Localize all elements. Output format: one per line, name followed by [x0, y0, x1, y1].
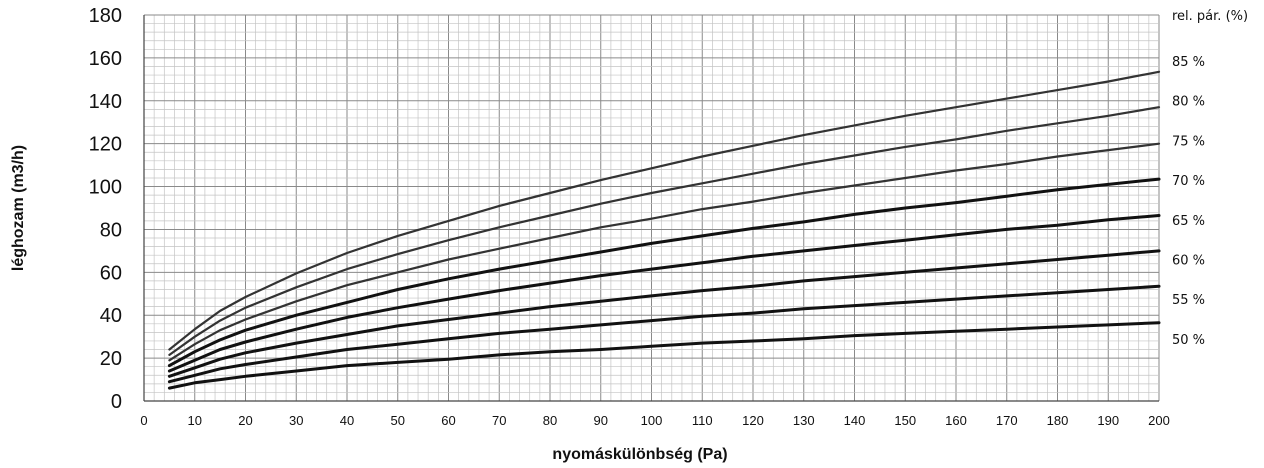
y-tick-label: 40: [100, 305, 122, 327]
series-line: [168, 142, 1161, 362]
chart-grid: [143, 14, 1160, 402]
y-tick-labels: 0 20 40 60 80 100 120 140 160 180: [89, 5, 122, 413]
series-line: [167, 214, 1161, 373]
x-tick-label: 100: [641, 413, 663, 428]
x-tick-label: 150: [894, 413, 916, 428]
series-line: [168, 70, 1161, 351]
x-tick-label: 60: [441, 413, 455, 428]
y-tick-label: 0: [111, 391, 122, 413]
series-line: [167, 177, 1161, 368]
series-label: 70 %: [1172, 174, 1205, 189]
x-tick-label: 130: [793, 413, 815, 428]
series-label: 50 %: [1172, 333, 1205, 348]
series-label: 85 %: [1172, 55, 1205, 70]
x-tick-label: 120: [742, 413, 764, 428]
series-lines: [167, 70, 1161, 390]
x-tick-label: 110: [692, 413, 713, 428]
x-tick-label: 180: [1047, 413, 1069, 428]
y-tick-label: 140: [89, 91, 122, 113]
y-tick-label: 180: [89, 5, 122, 27]
y-tick-label: 120: [89, 134, 122, 156]
series-label: 80 %: [1172, 95, 1205, 110]
x-tick-label: 190: [1097, 413, 1119, 428]
x-tick-label: 40: [340, 413, 354, 428]
x-tick-label: 90: [594, 413, 608, 428]
x-tick-label: 50: [391, 413, 405, 428]
y-tick-label: 20: [100, 348, 122, 370]
y-tick-label: 60: [100, 262, 122, 284]
x-tick-label: 140: [844, 413, 866, 428]
x-tick-label: 20: [238, 413, 252, 428]
x-axis-title: nyomáskülönbség (Pa): [552, 446, 727, 463]
y-axis-title: léghozam (m3/h): [10, 145, 27, 271]
x-tick-label: 30: [289, 413, 303, 428]
series-line: [167, 321, 1161, 390]
series-line: [168, 106, 1161, 356]
y-tick-label: 160: [89, 48, 122, 70]
series-label: 60 %: [1172, 254, 1205, 269]
x-tick-label: 70: [492, 413, 506, 428]
series-label: 65 %: [1172, 214, 1205, 229]
series-label: 75 %: [1172, 134, 1205, 149]
chart-axes: [143, 15, 1159, 402]
x-tick-labels: 0 10 20 30 40 50 60 70 80 90 100 110 120 130 140 150 160…: [140, 413, 1169, 428]
y-tick-label: 100: [89, 177, 122, 199]
x-tick-label: 200: [1148, 413, 1170, 428]
series-label: 55 %: [1172, 293, 1205, 308]
x-tick-label: 160: [945, 413, 967, 428]
legend-title: rel. pár. (%): [1172, 9, 1248, 24]
series-labels: 85 % 80 % 75 % 70 % 65 % 60 % 55 % 50 %: [1172, 55, 1205, 348]
x-tick-label: 170: [996, 413, 1018, 428]
x-tick-label: 0: [140, 413, 147, 428]
series-line: [167, 249, 1161, 378]
x-tick-label: 80: [543, 413, 557, 428]
y-tick-label: 80: [100, 219, 122, 241]
series-line: [167, 284, 1161, 384]
x-tick-label: 10: [188, 413, 202, 428]
